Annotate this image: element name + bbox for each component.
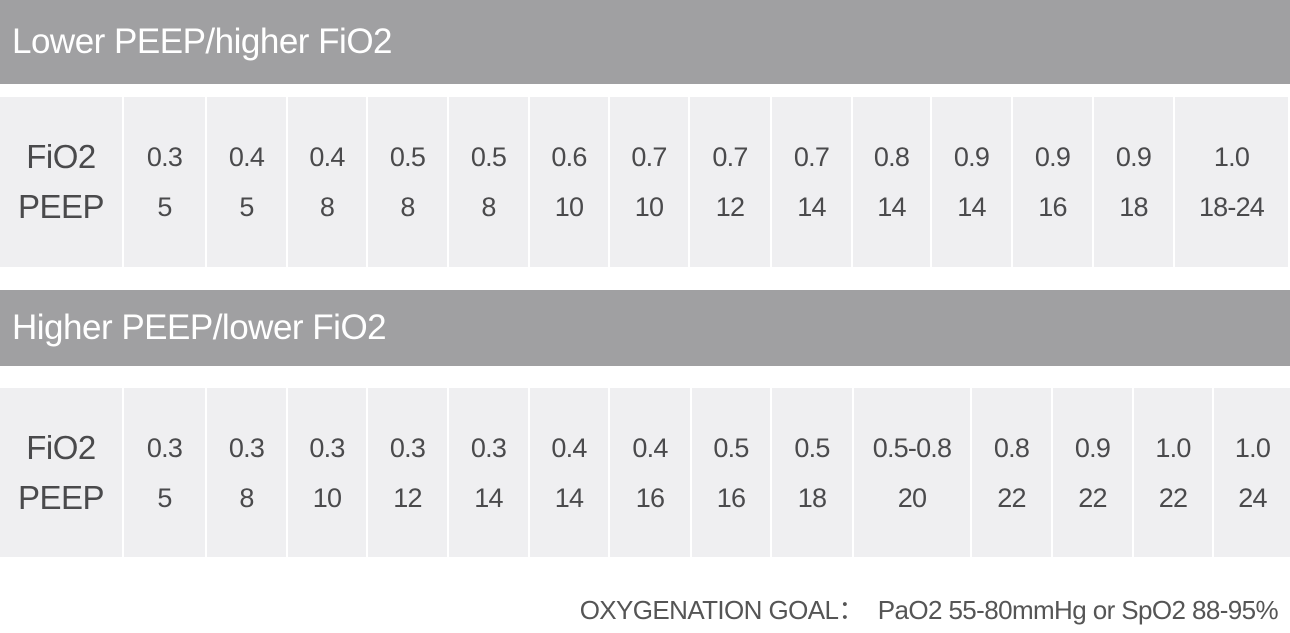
setting-column: 1.0 22 xyxy=(1134,388,1212,557)
setting-column: 0.4 14 xyxy=(530,388,608,557)
peep-value: 12 xyxy=(393,482,422,513)
setting-column: 0.8 22 xyxy=(972,388,1051,557)
peep-value: 5 xyxy=(157,482,172,513)
setting-column: 0.7 14 xyxy=(772,97,851,267)
fio2-value: 0.5 xyxy=(470,142,507,172)
peep-value: 12 xyxy=(715,192,745,222)
fio2-value: 0.4 xyxy=(309,142,345,172)
peep-value: 10 xyxy=(312,482,342,513)
setting-column: 0.5 18 xyxy=(772,388,852,557)
goal-value: PaO2 55-80mmHg or SpO2 88-95% xyxy=(877,595,1279,625)
setting-column: 0.4 16 xyxy=(610,388,690,557)
peep-value: 18 xyxy=(797,482,827,513)
peep-value: 20 xyxy=(897,482,927,513)
peep-value: 22 xyxy=(1158,482,1188,513)
setting-column: 0.3 5 xyxy=(124,388,205,557)
fio2-value: 1.0 xyxy=(1234,432,1271,463)
fio2-value: 0.9 xyxy=(1034,142,1071,172)
peep-value: 14 xyxy=(474,482,503,513)
peep-value: 16 xyxy=(1038,192,1067,222)
fio2-value: 0.3 xyxy=(470,432,507,463)
peep-label: PEEP xyxy=(17,478,105,516)
fio2-value: 0.7 xyxy=(712,142,748,172)
fio2-value: 0.3 xyxy=(228,432,265,463)
oxygenation-goal: OXYGENATION GOAL： PaO2 55-80mmHg or SpO2 … xyxy=(579,590,1279,627)
peep-value: 14 xyxy=(554,482,584,513)
setting-column: 0.3 5 xyxy=(124,97,205,267)
setting-column: 0.3 8 xyxy=(207,388,286,557)
peep-value: 14 xyxy=(797,192,826,222)
fio2-value: 0.9 xyxy=(1074,432,1111,463)
fio2-value: 0.4 xyxy=(228,142,265,172)
peep-value: 5 xyxy=(239,192,254,222)
fio2-value: 0.5-0.8 xyxy=(872,432,952,463)
fio2-value: 0.9 xyxy=(1115,142,1152,172)
setting-column: 0.5 8 xyxy=(449,97,528,267)
fio2-value: 0.7 xyxy=(793,142,830,172)
fio2-value: 0.7 xyxy=(631,142,667,172)
peep-value: 14 xyxy=(877,192,906,222)
setting-column: 0.4 5 xyxy=(207,97,286,267)
fio2-value: 0.3 xyxy=(309,432,345,463)
fio2-value: 0.8 xyxy=(993,432,1030,463)
fio2-label: FiO2 xyxy=(26,428,96,466)
peep-value: 16 xyxy=(716,482,746,513)
setting-column: 0.3 12 xyxy=(368,388,447,557)
fio2-value: 1.0 xyxy=(1155,432,1191,463)
peep-value: 10 xyxy=(634,192,664,222)
fio2-value: 0.3 xyxy=(146,432,183,463)
setting-column: 1.0 18-24 xyxy=(1175,97,1288,267)
goal-label: OXYGENATION GOAL： xyxy=(579,595,865,625)
setting-column: 0.6 10 xyxy=(530,97,608,267)
setting-column: 0.5 8 xyxy=(368,97,447,267)
fio2-value: 0.3 xyxy=(146,142,183,172)
fio2-value: 0.8 xyxy=(873,142,910,172)
fio2-label: FiO2 xyxy=(26,138,96,175)
peep-value: 22 xyxy=(1078,482,1107,513)
fio2-value: 0.3 xyxy=(389,432,426,463)
table-1-title-text: Lower PEEP/higher FiO2 xyxy=(12,22,393,61)
peep-value: 18 xyxy=(1119,192,1148,222)
peep-value: 8 xyxy=(481,192,496,222)
peep-value: 8 xyxy=(319,192,335,222)
peep-value: 10 xyxy=(554,192,584,222)
fio2-value: 0.5 xyxy=(389,142,426,172)
fio2-value: 0.4 xyxy=(551,432,587,463)
table-2-title: Higher PEEP/lower FiO2 xyxy=(0,290,1290,366)
fio2-value: 0.4 xyxy=(632,432,668,463)
setting-column: 0.3 10 xyxy=(288,388,366,557)
setting-column: 0.9 16 xyxy=(1013,97,1092,267)
table-1-title: Lower PEEP/higher FiO2 xyxy=(0,0,1290,84)
setting-column: 0.9 14 xyxy=(932,97,1011,267)
setting-column: 0.3 14 xyxy=(449,388,528,557)
setting-column: 0.4 8 xyxy=(288,97,366,267)
peep-value: 8 xyxy=(239,482,254,513)
peep-value: 24 xyxy=(1238,482,1267,513)
setting-column: 0.7 12 xyxy=(690,97,770,267)
lower-peep-table: FiO2 PEEP 0.3 5 0.4 5 0.4 8 0.5 8 0.5 8 0.6 10 0.7 10 0.… xyxy=(0,97,1290,267)
fio2-value: 0.5 xyxy=(713,432,749,463)
peep-value: 5 xyxy=(157,192,172,222)
peep-value: 8 xyxy=(400,192,415,222)
table-2-title-text: Higher PEEP/lower FiO2 xyxy=(12,308,387,347)
fio2-value: 0.6 xyxy=(551,142,587,172)
peep-value: 14 xyxy=(957,192,986,222)
row-labels: FiO2 PEEP xyxy=(0,97,122,267)
setting-column: 0.9 22 xyxy=(1053,388,1132,557)
setting-column: 0.8 14 xyxy=(853,97,930,267)
setting-column: 0.5 16 xyxy=(692,388,770,557)
higher-peep-table: FiO2 PEEP 0.3 5 0.3 8 0.3 10 0.3 12 0.3 14 0.4 14 0.4 1… xyxy=(0,388,1290,557)
fio2-value: 1.0 xyxy=(1213,142,1250,172)
peep-value: 16 xyxy=(635,482,665,513)
fio2-value: 0.9 xyxy=(953,142,990,172)
setting-column: 1.0 24 xyxy=(1214,388,1290,557)
peep-label: PEEP xyxy=(17,188,105,225)
peep-value: 18-24 xyxy=(1198,192,1265,222)
row-labels: FiO2 PEEP xyxy=(0,388,122,557)
setting-column: 0.9 18 xyxy=(1094,97,1173,267)
peep-value: 22 xyxy=(997,482,1026,513)
setting-column: 0.5-0.8 20 xyxy=(854,388,970,557)
setting-column: 0.7 10 xyxy=(610,97,688,267)
fio2-value: 0.5 xyxy=(794,432,830,463)
